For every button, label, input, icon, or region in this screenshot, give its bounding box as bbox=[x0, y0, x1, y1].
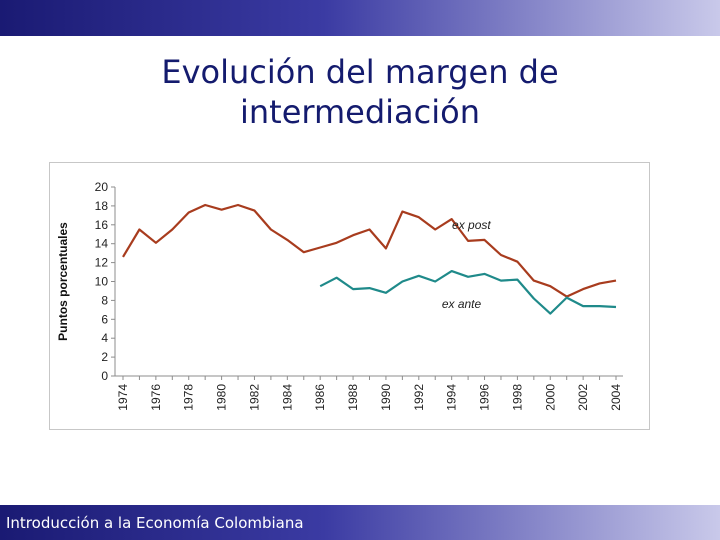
x-tick-label: 2004 bbox=[609, 384, 623, 411]
y-tick-label: 10 bbox=[95, 275, 109, 289]
y-tick-label: 4 bbox=[101, 331, 108, 345]
x-tick-label: 1992 bbox=[412, 384, 426, 411]
x-tick-label: 1974 bbox=[116, 384, 130, 411]
y-tick-label: 8 bbox=[101, 293, 108, 307]
x-tick-label: 1996 bbox=[478, 384, 492, 411]
x-tick-label: 2000 bbox=[543, 384, 557, 411]
x-tick-label: 1998 bbox=[510, 384, 524, 411]
y-tick-label: 2 bbox=[101, 350, 108, 364]
y-tick-label: 0 bbox=[101, 369, 108, 383]
x-tick-label: 1984 bbox=[280, 384, 294, 411]
slide-title: Evolución del margen de intermediación bbox=[0, 52, 720, 132]
slide-title-line-2: intermediación bbox=[239, 93, 480, 131]
x-tick-label: 1986 bbox=[313, 384, 327, 411]
x-tick-label: 1976 bbox=[149, 384, 163, 411]
x-tick-label: 1994 bbox=[445, 384, 459, 411]
top-banner bbox=[0, 0, 720, 36]
y-tick-label: 6 bbox=[101, 312, 108, 326]
footer-text: Introducción a la Economía Colombiana bbox=[6, 514, 304, 532]
y-tick-label: 12 bbox=[95, 256, 109, 270]
x-tick-label: 1982 bbox=[247, 384, 261, 411]
x-tick-label: 2002 bbox=[576, 384, 590, 411]
x-tick-label: 1978 bbox=[182, 384, 196, 411]
slide-title-line-1: Evolución del margen de bbox=[161, 53, 559, 91]
series-line-ex-post bbox=[122, 203, 617, 298]
bottom-banner bbox=[0, 505, 720, 540]
series-label-ex-post: ex post bbox=[452, 218, 491, 232]
x-tick-label: 1980 bbox=[215, 384, 229, 411]
chart-frame bbox=[49, 162, 650, 430]
y-axis-title: Puntos porcentuales bbox=[56, 222, 70, 341]
y-tick-label: 20 bbox=[95, 180, 109, 194]
y-tick-label: 16 bbox=[95, 218, 109, 232]
y-tick-label: 14 bbox=[95, 237, 109, 251]
series-line-ex-ante bbox=[319, 270, 617, 315]
y-tick-label: 18 bbox=[95, 199, 109, 213]
series-label-ex-ante: ex ante bbox=[442, 297, 482, 311]
x-tick-label: 1990 bbox=[379, 384, 393, 411]
x-tick-label: 1988 bbox=[346, 384, 360, 411]
